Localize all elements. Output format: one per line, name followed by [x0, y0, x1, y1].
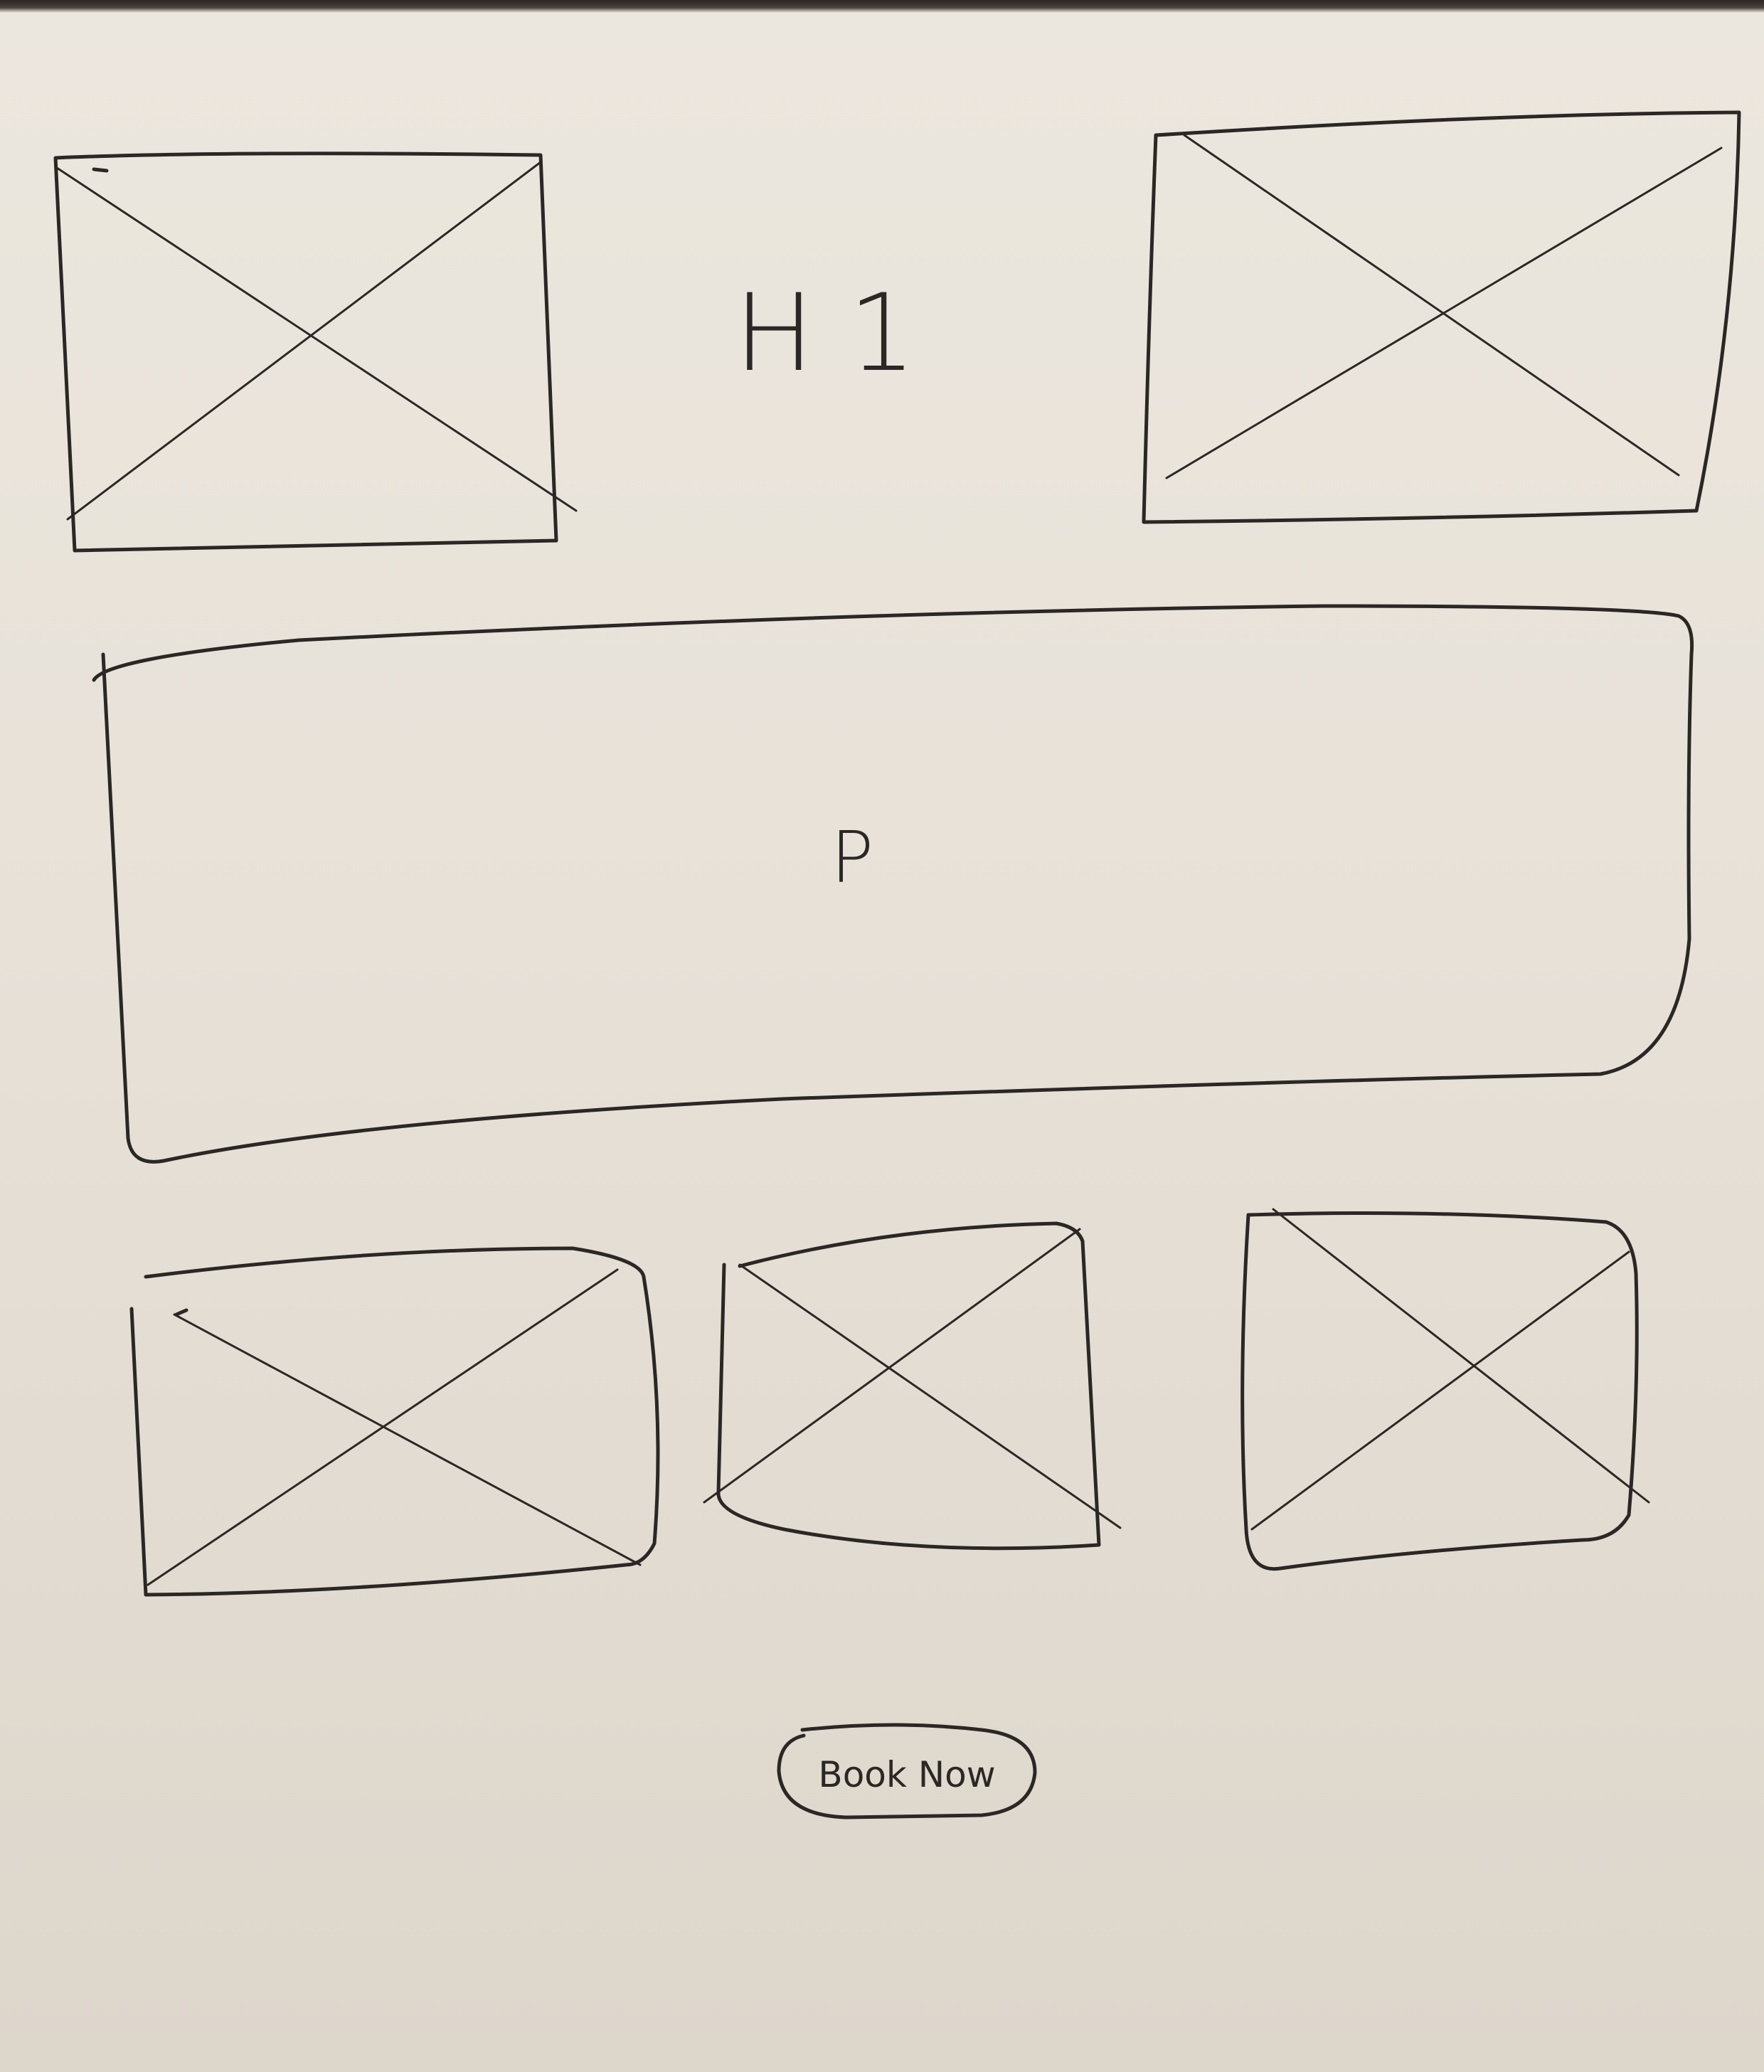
image-placeholder-top-right [1142, 110, 1741, 524]
heading-placeholder: H 1 [734, 272, 916, 395]
paragraph-label: P [831, 816, 873, 899]
image-placeholder-bottom-middle [703, 1221, 1122, 1551]
image-placeholder-bottom-left [129, 1246, 660, 1597]
image-placeholder-top-left [53, 152, 578, 553]
book-now-label: Book Now [818, 1754, 995, 1795]
paragraph-placeholder: P [92, 604, 1694, 1164]
image-placeholder-bottom-right [1240, 1208, 1650, 1571]
book-now-button[interactable]: Book Now [777, 1723, 1037, 1819]
heading-label: H 1 [734, 272, 916, 395]
